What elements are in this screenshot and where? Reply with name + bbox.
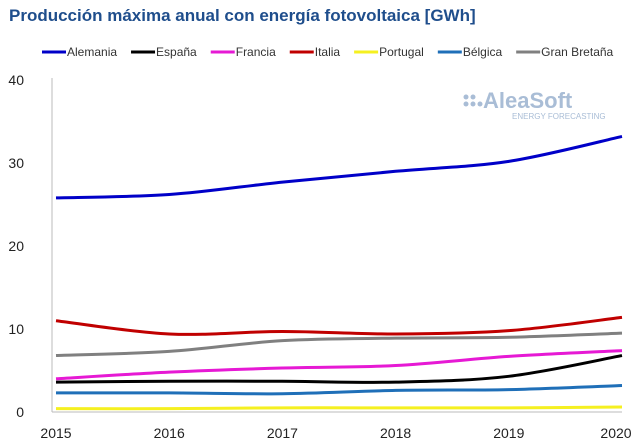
legend-label: Gran Bretaña: [541, 45, 613, 59]
series-line-bélgica: [55, 383, 623, 396]
y-tick-label: 0: [16, 404, 24, 420]
logo-tagline: ENERGY FORECASTING: [512, 112, 606, 121]
legend-label: España: [156, 45, 197, 59]
series-line-alemania: [55, 134, 623, 200]
legend-label: Francia: [236, 45, 276, 59]
y-tick-label: 20: [8, 238, 24, 254]
series-line-italia: [55, 315, 623, 336]
series-line-gran-bretaña: [55, 331, 623, 358]
series-line-francia: [55, 349, 623, 381]
legend-item: Portugal: [354, 45, 424, 59]
legend-item: Bélgica: [437, 45, 503, 59]
chart-title: Producción máxima anual con energía foto…: [9, 6, 476, 25]
logo: AleaSoft ENERGY FORECASTING: [463, 88, 606, 121]
legend-label: Portugal: [379, 45, 424, 59]
legend-label: Alemania: [67, 45, 117, 59]
x-tick-label: 2015: [40, 425, 71, 441]
legend-label: Italia: [315, 45, 341, 59]
legend-item: España: [131, 45, 197, 59]
series-line-españa: [55, 354, 623, 384]
legend-item: Gran Bretaña: [516, 45, 614, 59]
series-line-portugal: [55, 405, 623, 411]
legend-item: Italia: [289, 45, 341, 59]
x-tick-label: 2018: [380, 425, 411, 441]
x-tick-label: 2016: [154, 425, 185, 441]
y-tick-label: 10: [8, 321, 24, 337]
x-tick-label: 2017: [267, 425, 298, 441]
legend-label: Bélgica: [463, 45, 503, 59]
x-tick-label: 2020: [600, 425, 631, 441]
logo-name: AleaSoft: [483, 88, 573, 113]
legend-item: Alemania: [42, 45, 117, 59]
legend-item: Francia: [210, 45, 276, 59]
y-tick-label: 40: [8, 72, 24, 88]
x-tick-label: 2019: [493, 425, 524, 441]
y-tick-label: 30: [8, 155, 24, 171]
